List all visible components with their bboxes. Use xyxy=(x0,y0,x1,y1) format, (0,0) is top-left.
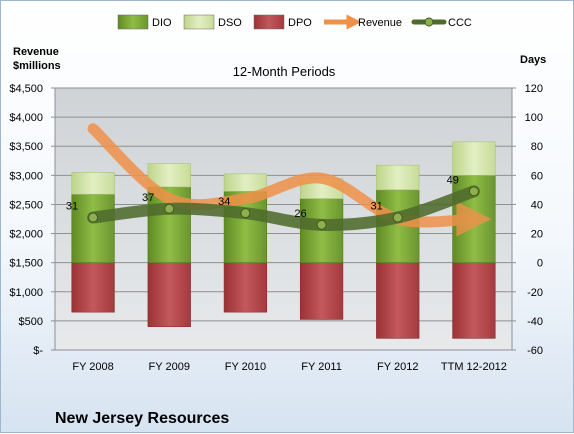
legend: DIO DSO DPO Revenue CCC xyxy=(117,14,472,30)
legend-label: DSO xyxy=(218,17,242,29)
right-tick-label: 20 xyxy=(531,229,543,241)
bar-dso xyxy=(376,164,420,191)
x-tick-label: TTM 12-2012 xyxy=(441,361,507,373)
left-axis-label-line2: $millions xyxy=(13,60,61,72)
ccc-point xyxy=(316,219,327,230)
legend-swatch-dpo xyxy=(253,14,285,30)
right-tick-label: 40 xyxy=(531,199,543,211)
bar-dpo xyxy=(71,262,115,313)
legend-swatch-ccc-marker xyxy=(424,17,434,27)
right-tick-label: 100 xyxy=(525,112,543,124)
bar-dso xyxy=(452,141,496,176)
ccc-point xyxy=(164,203,175,214)
right-tick-label: 120 xyxy=(525,83,543,95)
bar-dpo xyxy=(452,262,496,339)
ccc-data-label: 31 xyxy=(371,201,383,213)
legend-label: CCC xyxy=(448,17,472,29)
left-tick-label: $3,500 xyxy=(9,141,43,153)
left-tick-label: $4,500 xyxy=(9,83,43,95)
left-tick-label: $1,500 xyxy=(9,258,43,270)
x-tick-label: FY 2010 xyxy=(225,361,266,373)
x-tick-label: FY 2011 xyxy=(301,361,342,373)
ccc-line xyxy=(87,185,480,231)
ccc-point xyxy=(468,186,479,197)
legend-label: DPO xyxy=(288,17,312,29)
left-tick-label: $2,000 xyxy=(9,229,43,241)
left-tick-label: $3,000 xyxy=(9,170,43,182)
bars xyxy=(71,141,496,339)
x-tick-label: FY 2009 xyxy=(149,361,190,373)
right-tick-label: -20 xyxy=(527,287,543,299)
chart-title: 12-Month Periods xyxy=(233,64,336,79)
bar-dso xyxy=(71,172,115,195)
ccc-point xyxy=(392,212,403,223)
ccc-data-label: 37 xyxy=(142,192,154,204)
bar-dio xyxy=(71,193,115,263)
left-tick-label: $4,000 xyxy=(9,112,43,124)
bar-dpo xyxy=(376,262,420,339)
ccc-point xyxy=(88,212,99,223)
right-tick-label: -60 xyxy=(527,345,543,357)
bar-dso xyxy=(223,173,268,192)
left-tick-label: $500 xyxy=(19,316,43,328)
right-tick-label: 60 xyxy=(531,170,543,182)
series-lines: 31 37 34 26 31 49 xyxy=(66,123,492,237)
bar-dso xyxy=(147,163,191,188)
bar-dpo xyxy=(299,262,344,320)
bar-dpo xyxy=(147,262,191,328)
ccc-data-label: 34 xyxy=(218,196,230,208)
right-tick-label: -40 xyxy=(527,316,543,328)
company-name: New Jersey Resources xyxy=(55,410,229,427)
bar-dpo xyxy=(223,262,268,313)
x-tick-label: FY 2012 xyxy=(377,361,418,373)
left-axis-label-line1: Revenue xyxy=(13,46,59,58)
right-tick-label: 80 xyxy=(531,141,543,153)
left-tick-label: $1,000 xyxy=(9,287,43,299)
ccc-data-label: 49 xyxy=(447,174,459,186)
ccc-point xyxy=(240,208,251,219)
ccc-data-label: 31 xyxy=(66,201,78,213)
left-tick-label: $- xyxy=(33,345,43,357)
axes: $- $500 $1,000 $1,500 $2,000 $2,500 $3,000 $3,5… xyxy=(9,83,543,373)
legend-swatch-dio xyxy=(117,14,149,30)
left-tick-label: $2,500 xyxy=(9,199,43,211)
x-tick-label: FY 2008 xyxy=(72,361,113,373)
legend-label: Revenue xyxy=(358,17,402,29)
legend-label: DIO xyxy=(152,17,172,29)
legend-swatch-dso xyxy=(183,14,215,30)
right-axis-label: Days xyxy=(520,54,546,66)
ccc-data-label: 26 xyxy=(294,208,306,220)
right-tick-label: 0 xyxy=(537,258,543,270)
